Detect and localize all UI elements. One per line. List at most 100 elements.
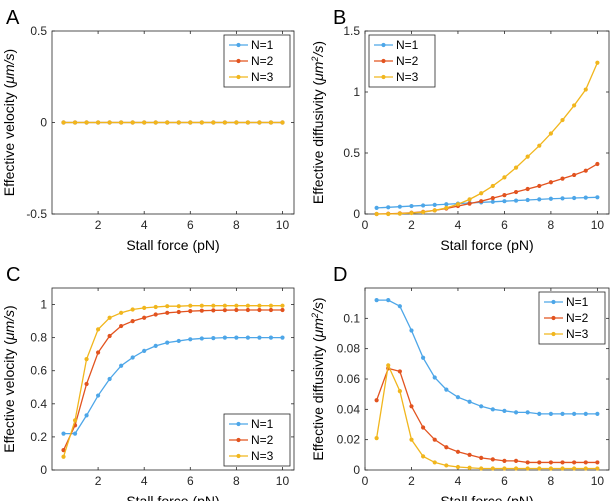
data-point — [513, 189, 519, 195]
data-point — [107, 315, 112, 320]
legend-label: N=2 — [396, 54, 419, 68]
x-tick-label: 10 — [591, 474, 605, 488]
data-point — [409, 437, 414, 442]
data-point — [548, 411, 554, 416]
legend-marker — [236, 453, 241, 459]
data-point — [409, 203, 414, 209]
data-point — [142, 305, 147, 310]
x-tick-label: 8 — [233, 218, 240, 232]
data-point — [560, 117, 565, 123]
y-tick-label: -0.5 — [26, 207, 47, 221]
data-point — [222, 335, 227, 340]
data-point — [130, 120, 135, 125]
data-point — [490, 199, 495, 204]
data-point — [211, 308, 216, 313]
data-point — [595, 195, 600, 200]
legend-box — [368, 34, 436, 88]
series-n1 — [374, 195, 600, 210]
plot-frame — [51, 287, 295, 471]
data-point — [61, 431, 66, 436]
data-point — [560, 460, 565, 465]
data-point — [374, 298, 379, 303]
x-axis-label: Stall force (pN) — [126, 237, 219, 253]
data-point — [432, 375, 437, 380]
data-point — [61, 448, 66, 453]
series-n2 — [61, 307, 285, 453]
data-point — [421, 355, 426, 360]
data-point — [397, 204, 402, 209]
data-point — [268, 335, 274, 340]
y-axis-label-unit: μm/s — [1, 310, 17, 341]
legend-marker — [381, 42, 386, 48]
y-axis-label-text: Effective diffusivity ( — [310, 81, 326, 205]
data-point — [153, 343, 158, 349]
x-tick-label: 8 — [548, 218, 555, 232]
x-axis-label: Stall force (pN) — [440, 493, 533, 501]
data-point — [188, 337, 193, 342]
data-point — [199, 120, 204, 125]
data-point — [107, 120, 112, 125]
data-point — [397, 389, 402, 394]
data-point — [490, 196, 495, 201]
y-axis-label: Effective diffusivity (μm2/s) — [310, 41, 326, 204]
data-point — [513, 165, 519, 170]
y-axis-label: Effective diffusivity (μm2/s) — [310, 297, 326, 460]
y-axis-label-unit: μm — [310, 61, 326, 82]
data-point — [537, 460, 542, 465]
data-point — [432, 202, 437, 207]
data-point — [211, 120, 216, 125]
x-tick-label: 0 — [362, 218, 369, 232]
x-tick-label: 4 — [141, 474, 148, 488]
data-point — [268, 307, 274, 313]
data-point — [211, 336, 216, 341]
x-tick-label: 10 — [276, 218, 290, 232]
data-point — [268, 303, 274, 308]
y-tick-label: 0.2 — [30, 430, 47, 444]
data-point — [199, 303, 204, 308]
y-axis-label-text: Effective diffusivity ( — [310, 337, 326, 461]
series-line — [376, 367, 598, 464]
data-point — [479, 404, 484, 409]
legend-marker — [381, 58, 386, 64]
data-point — [61, 120, 66, 125]
data-point — [165, 310, 170, 315]
y-axis-label-unit: μm — [310, 318, 326, 339]
data-point — [548, 466, 554, 471]
legend-label: N=2 — [251, 433, 274, 447]
data-point — [72, 120, 78, 125]
data-point — [84, 120, 89, 125]
data-point — [374, 398, 379, 403]
data-point — [397, 211, 402, 216]
legend-label: N=1 — [396, 38, 419, 52]
data-point — [444, 445, 449, 450]
data-point — [386, 363, 391, 368]
data-point — [153, 304, 158, 310]
y-tick-label: 1 — [353, 85, 360, 99]
x-tick-label: 2 — [95, 218, 102, 232]
data-point — [525, 197, 530, 203]
y-tick-label: 0 — [40, 463, 47, 477]
data-point — [280, 303, 285, 308]
data-point — [96, 327, 101, 332]
data-point — [595, 161, 600, 167]
data-point — [165, 340, 170, 345]
legend-marker — [236, 74, 241, 80]
data-point — [107, 333, 112, 339]
legend: N=1 N=2 N=3 — [223, 413, 291, 467]
series-n3 — [374, 60, 600, 217]
x-tick-label: 4 — [455, 218, 462, 232]
panel-c: C 2 4 6 8 10 0 0.2 0.4 0.6 0.8 1 Stall force (pN) Eff… — [1, 264, 295, 501]
data-point — [234, 335, 239, 340]
data-point — [257, 303, 262, 308]
y-axis-label-text: Effective velocity ( — [1, 83, 17, 196]
data-point — [397, 304, 402, 309]
y-axis-label-text: Effective velocity ( — [1, 340, 17, 453]
data-point — [222, 308, 227, 313]
y-tick-label: 0 — [353, 463, 360, 477]
data-point — [595, 466, 600, 471]
data-point — [142, 348, 147, 353]
data-point — [176, 120, 181, 125]
data-point — [502, 466, 507, 471]
data-point — [467, 465, 472, 470]
data-point — [188, 120, 193, 125]
